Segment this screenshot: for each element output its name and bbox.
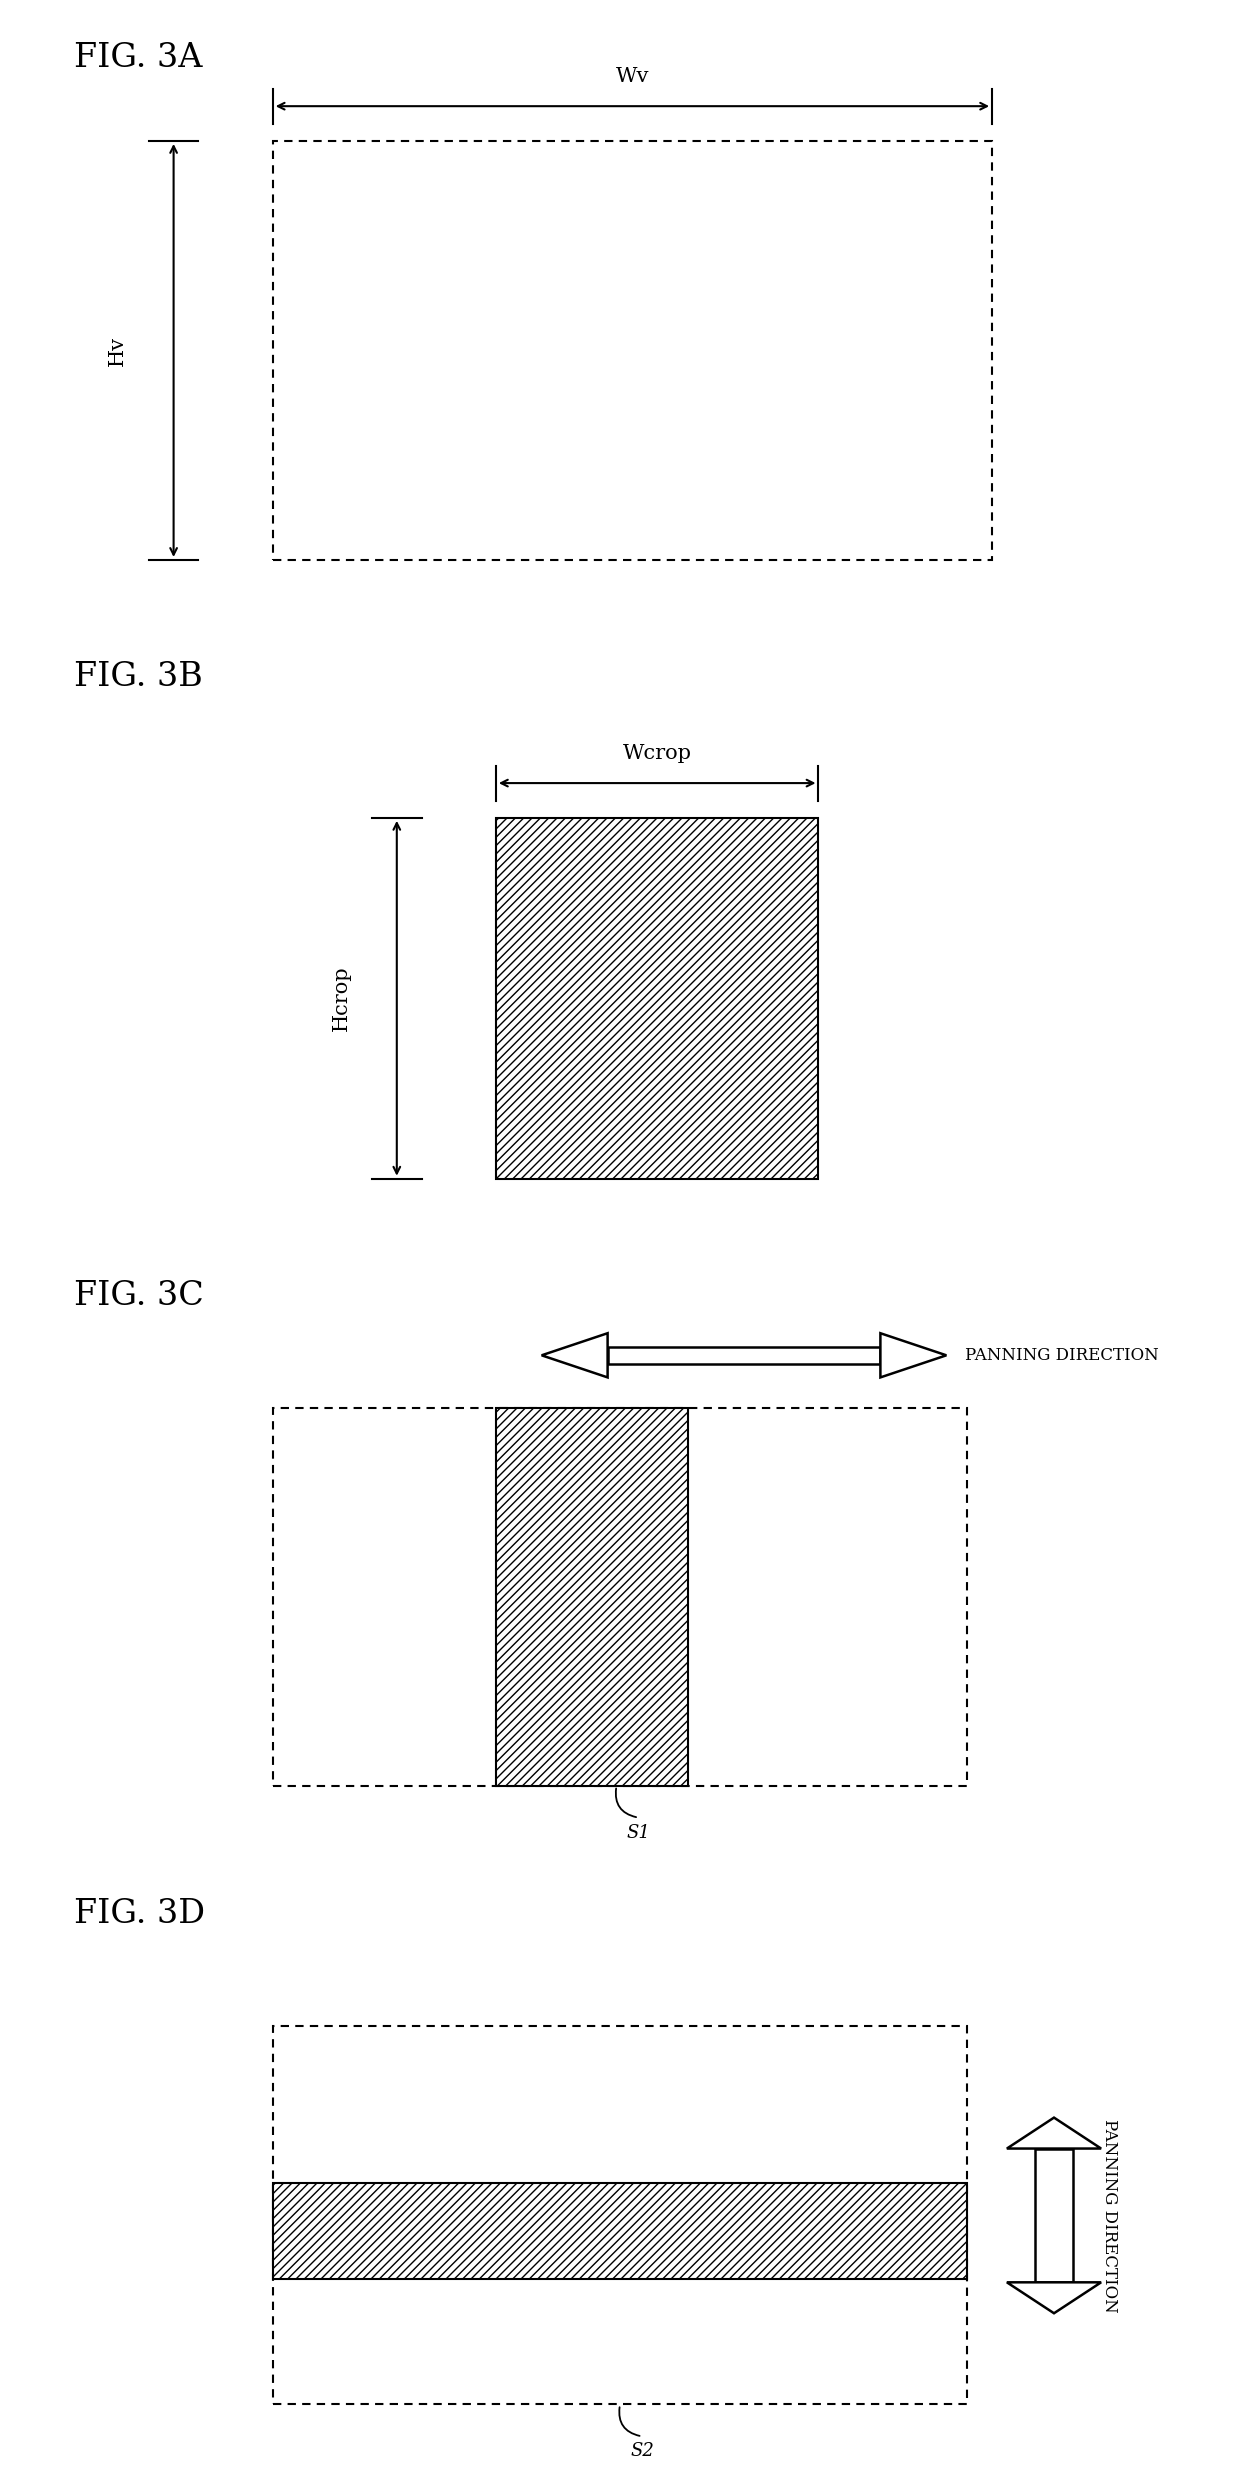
Bar — [496, 817, 818, 1178]
Text: S1: S1 — [627, 1824, 651, 1841]
Bar — [496, 1408, 688, 1787]
Polygon shape — [1007, 2282, 1101, 2314]
Text: PANNING DIRECTION: PANNING DIRECTION — [965, 1346, 1158, 1364]
Bar — [273, 2183, 967, 2279]
Bar — [1035, 2148, 1073, 2282]
Bar — [608, 1346, 880, 1364]
Polygon shape — [1007, 2119, 1101, 2148]
Bar — [496, 817, 818, 1178]
Bar — [273, 1408, 967, 1787]
Bar — [273, 141, 992, 559]
Text: FIG. 3B: FIG. 3B — [74, 661, 203, 693]
Text: Wv: Wv — [615, 67, 650, 87]
Polygon shape — [880, 1334, 946, 1379]
Bar — [273, 2183, 967, 2279]
Text: FIG. 3A: FIG. 3A — [74, 42, 203, 74]
Text: S2: S2 — [630, 2443, 655, 2460]
Polygon shape — [542, 1334, 608, 1379]
Bar — [273, 2027, 967, 2406]
Text: PANNING DIRECTION: PANNING DIRECTION — [1101, 2119, 1118, 2312]
Text: Wcrop: Wcrop — [622, 742, 692, 762]
Bar — [496, 1408, 688, 1787]
Text: FIG. 3C: FIG. 3C — [74, 1280, 205, 1312]
Text: Hv: Hv — [108, 337, 128, 366]
Text: FIG. 3D: FIG. 3D — [74, 1898, 206, 1930]
Text: Hcrop: Hcrop — [331, 965, 351, 1032]
